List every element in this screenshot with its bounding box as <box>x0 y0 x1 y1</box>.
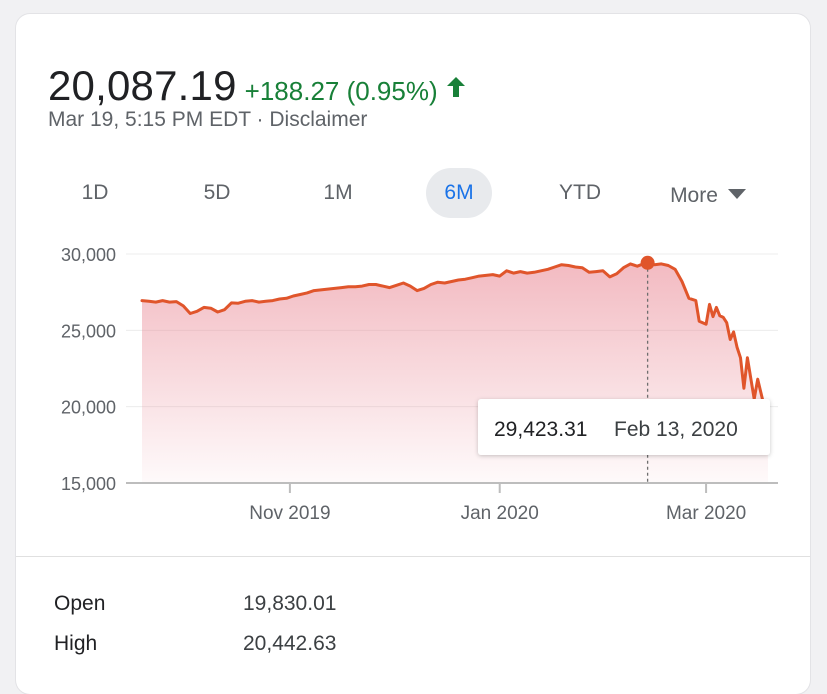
highlight-point <box>640 255 655 270</box>
stat-row-open: Open 19,830.01 <box>54 592 554 632</box>
separator-dot: · <box>250 108 270 131</box>
stat-row-high: High 20,442.63 <box>54 632 554 672</box>
tooltip-date: Feb 13, 2020 <box>614 418 738 441</box>
stock-quote-card: 20,087.19 +188.27 (0.95%) Mar 19, 5:15 PM… <box>16 14 810 694</box>
tab-1d[interactable]: 1D <box>81 181 109 204</box>
tab-5d[interactable]: 5D <box>203 181 231 204</box>
stat-value-open: 19,830.01 <box>243 592 337 615</box>
quote-timestamp-line: Mar 19, 5:15 PM EDT · Disclaimer <box>48 108 367 132</box>
stats-table: Open 19,830.01 High 20,442.63 <box>54 592 554 672</box>
y-tick-label: 20,000 <box>61 398 116 418</box>
caret-down-icon <box>727 168 746 218</box>
disclaimer-link[interactable]: Disclaimer <box>269 108 368 131</box>
price-line <box>140 261 770 410</box>
y-tick-label: 15,000 <box>61 474 116 494</box>
x-tick-label: Mar 2020 <box>666 503 746 524</box>
price-chart[interactable]: 15,000 20,000 25,000 30,000 Nov 2019 Jan 202… <box>16 14 810 554</box>
tooltip-value: 29,423.31 <box>494 418 587 441</box>
x-tick-label: Nov 2019 <box>249 503 330 524</box>
stat-label-open: Open <box>54 592 106 615</box>
stat-value-high: 20,442.63 <box>243 632 337 655</box>
stat-label-high: High <box>54 632 98 655</box>
price-change: +188.27 (0.95%) <box>244 76 438 106</box>
price-row: 20,087.19 +188.27 (0.95%) <box>48 62 466 118</box>
y-tick-label: 30,000 <box>61 245 116 265</box>
tooltip: 29,423.31 Feb 13, 2020 <box>478 399 770 455</box>
quote-timestamp: Mar 19, 5:15 PM EDT <box>48 108 251 131</box>
current-price: 20,087.19 <box>48 62 237 109</box>
more-dropdown[interactable]: More <box>652 168 764 218</box>
arrow-up-icon <box>446 76 466 103</box>
tab-1m[interactable]: 1M <box>323 181 353 204</box>
section-divider <box>16 556 810 557</box>
tab-6m[interactable]: 6M <box>426 168 492 218</box>
y-tick-label: 25,000 <box>61 321 116 341</box>
tab-ytd[interactable]: YTD <box>559 181 601 204</box>
x-tick-label: Jan 2020 <box>461 503 539 524</box>
range-tabs: 1D 5D 1M 6M YTD More <box>16 168 810 220</box>
